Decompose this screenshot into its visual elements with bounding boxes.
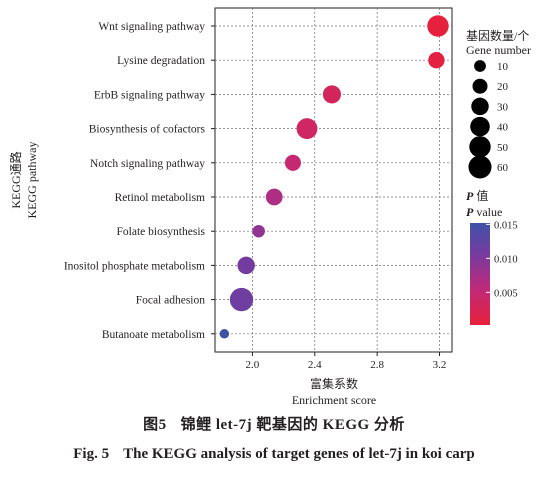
data-point: [428, 52, 445, 69]
x-tick-label: 2.8: [370, 359, 384, 371]
x-tick-label: 2.4: [308, 359, 322, 371]
size-legend-title-en: Gene number: [466, 43, 531, 57]
data-point: [219, 329, 230, 339]
size-legend-label: 50: [497, 142, 509, 154]
x-tick-label: 2.0: [246, 359, 260, 371]
size-legend-label: 40: [497, 122, 509, 134]
x-tick-label: 3.2: [433, 359, 447, 371]
data-point: [284, 154, 301, 171]
figure-caption-cn: 图5 锦鲤 let-7j 靶基因的 KEGG 分析: [0, 413, 548, 434]
size-legend-title-cn: 基因数量/个: [466, 28, 529, 43]
caption-cn-number: 图5: [143, 417, 167, 433]
data-point: [229, 287, 254, 312]
colorbar-tick-label: 0.015: [494, 220, 518, 231]
plot-frame: [214, 7, 453, 353]
size-legend-circle: [471, 97, 489, 116]
size-legend-circle: [472, 78, 488, 94]
size-legend-label: 60: [497, 162, 509, 174]
data-point: [252, 224, 265, 238]
x-axis-title-cn: 富集系数: [310, 376, 358, 391]
data-point: [427, 15, 449, 37]
grid-lines: [215, 8, 452, 352]
y-tick-label: Butanoate metabolism: [102, 329, 205, 341]
size-legend-label: 10: [497, 61, 509, 73]
x-axis-ticks: 2.0 2.4 2.8 3.2: [246, 352, 447, 371]
y-tick-label: Folate biosynthesis: [117, 226, 206, 238]
category-labels: Wnt signaling pathway Lysine degradation E…: [64, 21, 215, 341]
y-axis-title-en: KEGG pathway: [25, 142, 39, 219]
x-axis-title-en: Enrichment score: [292, 393, 376, 407]
y-tick-label: Biosynthesis of cofactors: [89, 124, 206, 136]
data-point: [237, 256, 255, 275]
p-value-colorbar: [470, 223, 490, 325]
data-points: [219, 15, 449, 339]
y-tick-label: Inositol phosphate metabolism: [64, 260, 205, 272]
size-legend-label: 30: [497, 101, 509, 113]
caption-cn-text: 锦鲤 let-7j 靶基因的 KEGG 分析: [180, 417, 405, 433]
size-legend-circle: [469, 136, 491, 158]
y-tick-label: Lysine degradation: [117, 55, 205, 67]
size-legend-label: 20: [497, 81, 509, 93]
data-point: [296, 118, 318, 140]
p-value-legend: P 值 P value 0.015 0.010 0.005: [466, 188, 518, 325]
figure-caption-en: Fig. 5 The KEGG analysis of target genes …: [0, 446, 548, 463]
size-legend-circle: [468, 155, 492, 179]
y-tick-label: ErbB signaling pathway: [94, 89, 205, 101]
colorbar-tick-label: 0.005: [494, 288, 518, 299]
data-point: [322, 85, 342, 104]
size-legend-circle: [474, 60, 486, 72]
y-tick-label: Notch signaling pathway: [90, 158, 205, 170]
p-legend-title-cn: P 值: [466, 188, 488, 203]
caption-en-text: The KEGG analysis of target genes of let…: [123, 446, 475, 462]
colorbar-tick-label: 0.010: [494, 254, 518, 265]
y-tick-label: Retinol metabolism: [115, 192, 205, 204]
caption-en-number: Fig. 5: [73, 446, 110, 462]
kegg-bubble-chart: KEGG通路 KEGG pathway Wnt signaling pathwa…: [8, 7, 531, 407]
size-legend: 基因数量/个 Gene number 10 20 30 40 50 60: [466, 28, 531, 179]
p-legend-title-en: P value: [466, 205, 502, 219]
y-tick-label: Focal adhesion: [136, 295, 206, 307]
y-tick-label: Wnt signaling pathway: [98, 21, 205, 33]
size-legend-circle: [470, 116, 490, 137]
data-point: [265, 188, 283, 206]
y-axis-title-cn: KEGG通路: [8, 151, 23, 208]
